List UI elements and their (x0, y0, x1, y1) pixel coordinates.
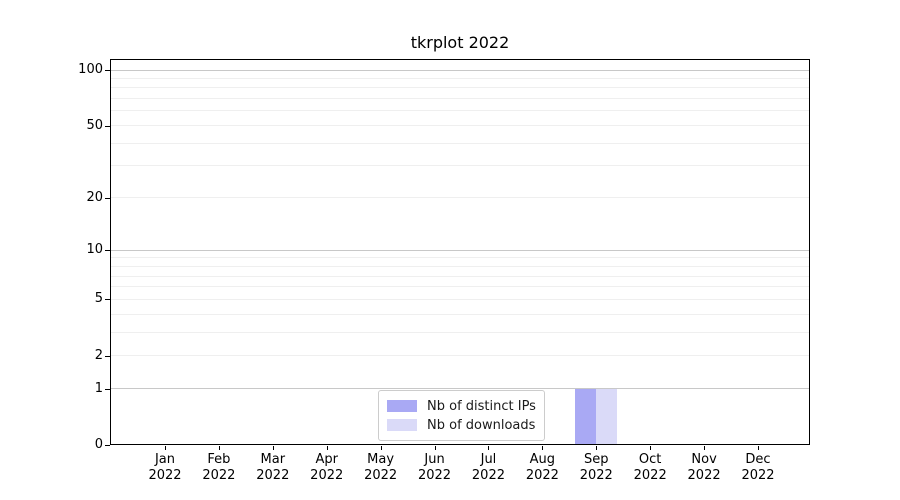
gridline-major (111, 388, 809, 390)
x-tick-label: Mar 2022 (256, 452, 290, 483)
gridline-minor (111, 257, 809, 259)
gridline-minor (111, 331, 809, 333)
x-tick-mark (326, 446, 328, 450)
x-tick-label: Apr 2022 (310, 452, 344, 483)
x-tick-label: Aug 2022 (525, 452, 559, 483)
y-tick-label: 0 (94, 437, 103, 452)
gridline-minor (111, 197, 809, 199)
bar-downloads (596, 388, 618, 445)
x-tick-mark (542, 446, 544, 450)
bar-distinct-ips (575, 388, 597, 445)
y-tick-label: 20 (86, 189, 103, 205)
y-tick-label: 100 (78, 62, 103, 77)
legend-swatch-downloads (387, 419, 417, 431)
gridline-minor (111, 286, 809, 288)
gridline-minor (111, 77, 809, 79)
x-tick-mark (488, 446, 490, 450)
legend-entry-distinct-ips: Nb of distinct IPs (387, 397, 536, 415)
x-tick-mark (434, 446, 436, 450)
plot-border (110, 59, 810, 445)
x-tick-mark (650, 446, 652, 450)
gridline-minor (111, 298, 809, 300)
gridline-minor (111, 265, 809, 267)
x-tick-label: Jan 2022 (148, 452, 182, 483)
legend-label-distinct-ips: Nb of distinct IPs (427, 398, 536, 414)
y-tick-label: 2 (94, 347, 103, 363)
legend-entry-downloads: Nb of downloads (387, 416, 536, 434)
x-tick-label: Nov 2022 (687, 452, 721, 483)
gridline-minor (111, 87, 809, 89)
legend-swatch-distinct-ips (387, 400, 417, 412)
gridline-minor (111, 355, 809, 357)
y-tick-mark (105, 197, 110, 199)
x-tick-label: Jul 2022 (471, 452, 505, 483)
gridline-minor (111, 98, 809, 100)
y-tick-mark (105, 388, 110, 390)
y-tick-mark (105, 70, 110, 71)
y-tick-mark (105, 299, 110, 301)
x-tick-label: May 2022 (364, 452, 398, 483)
y-tick-mark (105, 125, 110, 127)
x-tick-label: Oct 2022 (633, 452, 667, 483)
chart-title: tkrplot 2022 (410, 33, 510, 52)
gridline-minor (111, 313, 809, 315)
y-tick-label: 1 (94, 380, 103, 396)
x-tick-mark (704, 446, 706, 450)
gridline-minor (111, 142, 809, 144)
y-tick-mark (105, 250, 110, 252)
x-tick-label: Dec 2022 (741, 452, 775, 483)
legend: Nb of distinct IPs Nb of downloads (378, 390, 545, 441)
y-tick-label: 10 (86, 242, 103, 258)
y-tick-mark (105, 355, 110, 357)
x-tick-mark (165, 446, 166, 450)
x-tick-label: Jun 2022 (417, 452, 452, 483)
x-tick-mark (380, 446, 382, 450)
gridline-minor (111, 125, 809, 127)
x-tick-mark (757, 446, 759, 450)
x-tick-mark (218, 446, 220, 450)
x-tick-label: Feb 2022 (202, 452, 236, 483)
gridline-major (111, 69, 809, 71)
y-tick-label: 5 (94, 291, 103, 307)
gridline-minor (111, 110, 809, 112)
gridline-major (111, 249, 809, 251)
y-tick-mark (105, 445, 110, 446)
legend-label-downloads: Nb of downloads (427, 417, 536, 433)
x-tick-mark (596, 446, 598, 450)
gridline-minor (111, 165, 809, 167)
x-tick-label: Sep 2022 (579, 452, 613, 483)
y-tick-label: 50 (86, 117, 103, 133)
gridline-minor (111, 275, 809, 277)
x-tick-mark (272, 446, 274, 450)
